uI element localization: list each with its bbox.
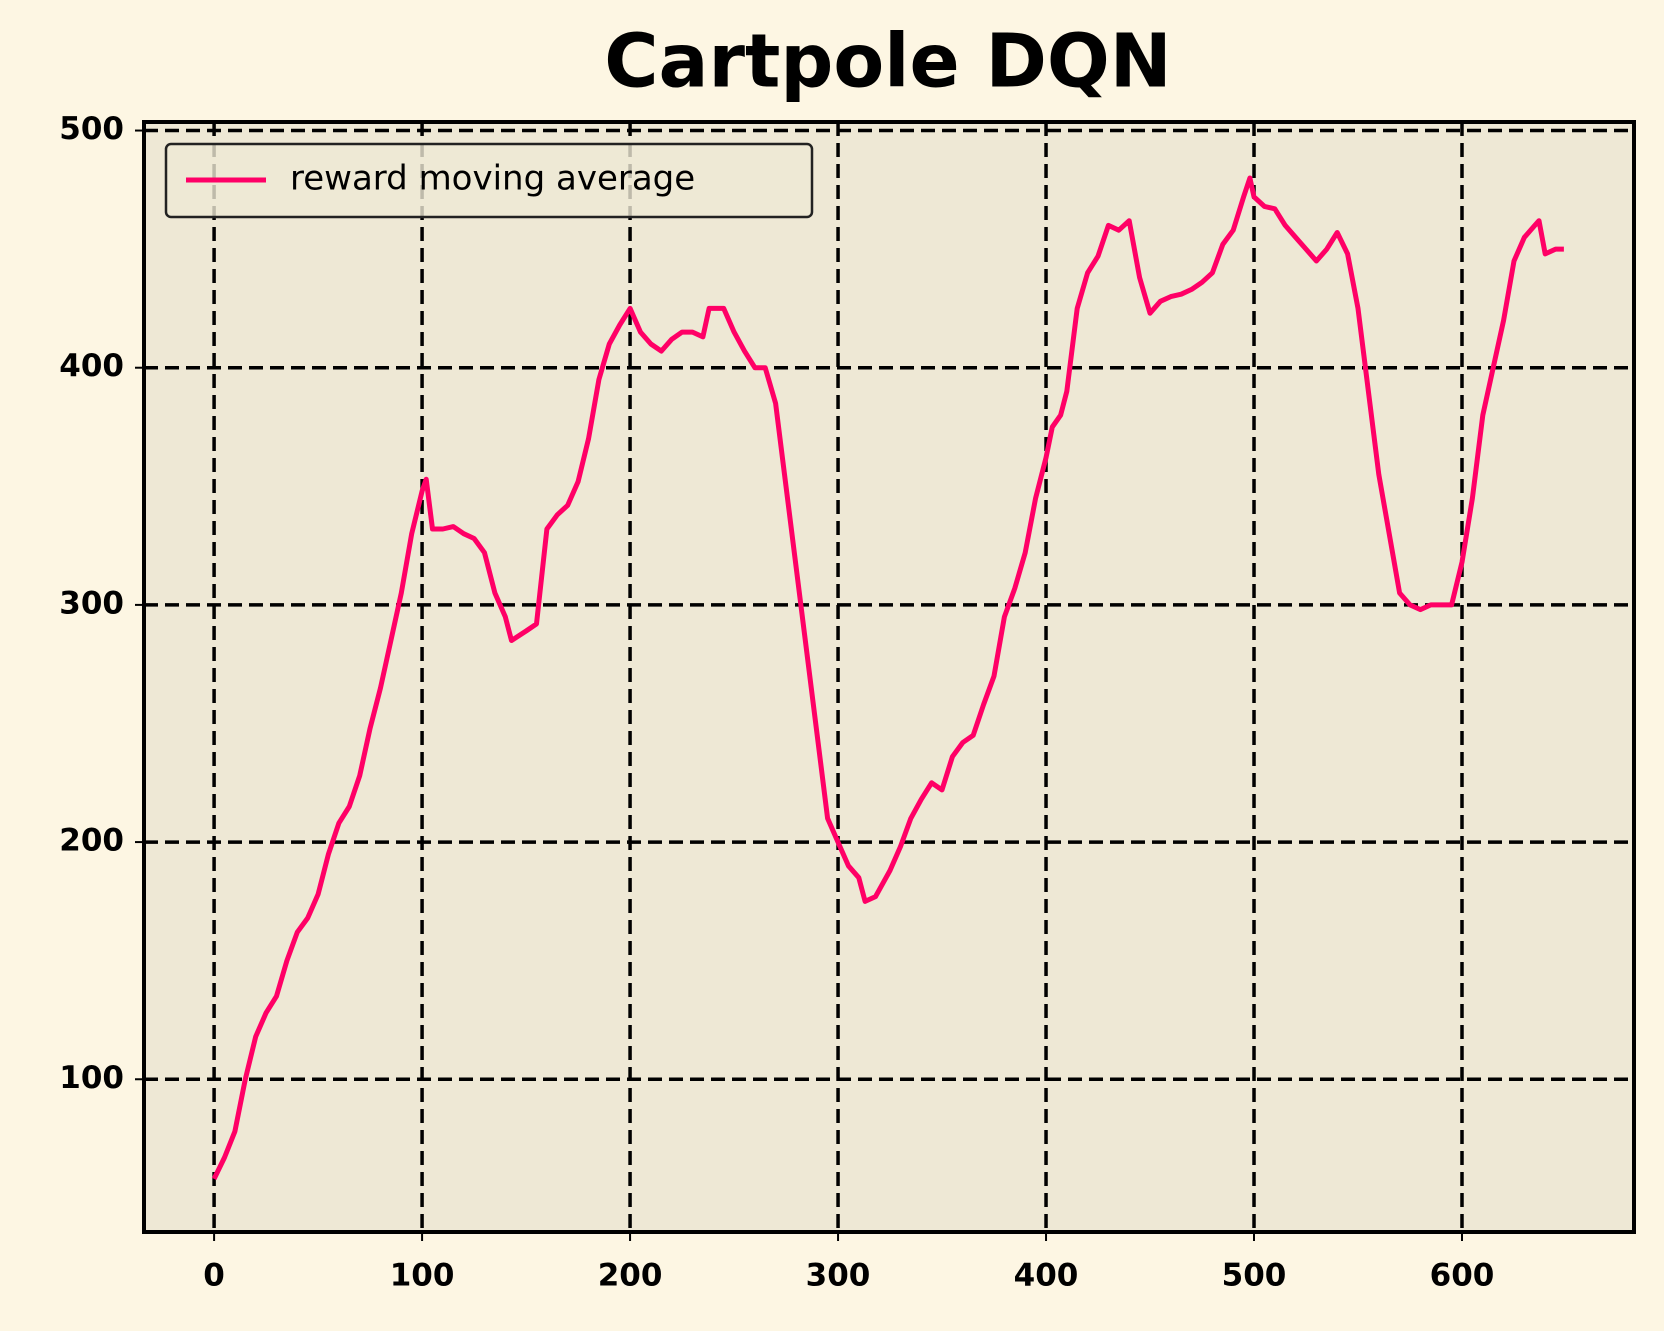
y-tick-label: 200 [59,823,124,859]
data-line [211,175,1564,1180]
plot-area [144,122,1634,1232]
legend-box [164,142,814,219]
x-tick-label: 200 [598,1258,663,1294]
x-tick-label: 500 [1222,1258,1287,1294]
x-tick-label: 400 [1014,1258,1079,1294]
y-tick-label: 400 [59,348,124,384]
y-tick-label: 100 [59,1060,124,1096]
x-tick-label: 600 [1430,1258,1495,1294]
x-tick-label: 100 [390,1258,455,1294]
plot-frame [142,120,1636,1234]
y-tick-label: 300 [59,585,124,621]
chart-title: Cartpole DQN [604,19,1172,105]
legend-label: reward moving average [290,159,695,199]
x-tick-label: 0 [203,1258,225,1294]
y-tick-label: 500 [59,111,124,147]
x-tick-label: 300 [806,1258,871,1294]
